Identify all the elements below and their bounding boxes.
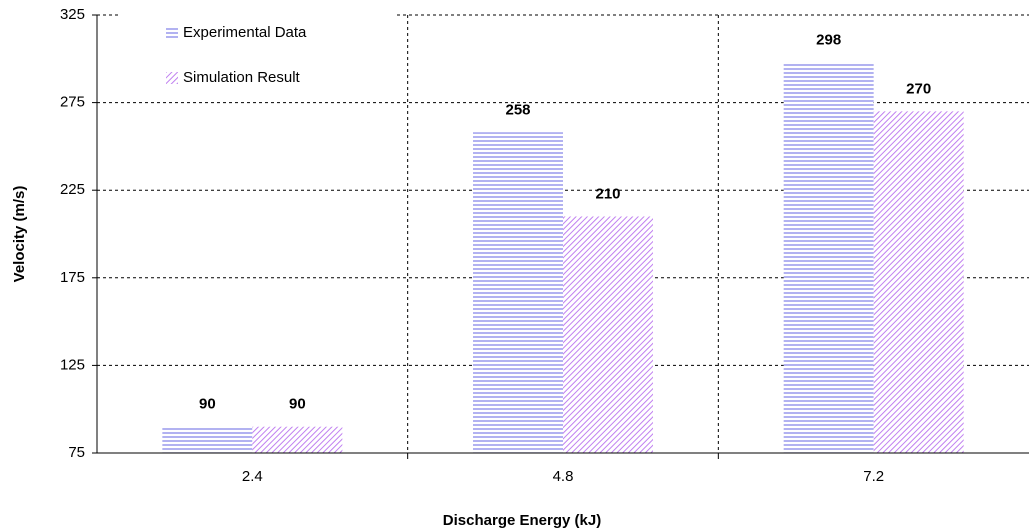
legend-box [120, 0, 395, 100]
bar [162, 426, 253, 453]
data-label: 258 [505, 101, 530, 118]
x-tick-label: 7.2 [863, 468, 884, 485]
y-tick-label: 175 [60, 269, 85, 286]
y-axis-label: Velocity (m/s) [11, 186, 28, 283]
data-label: 270 [906, 80, 931, 97]
x-axis-label: Discharge Energy (kJ) [443, 512, 601, 529]
legend-label: Simulation Result [183, 69, 301, 86]
x-tick-label: 4.8 [553, 468, 574, 485]
legend-swatch [166, 72, 178, 84]
bar [873, 111, 964, 454]
y-tick-label: 325 [60, 6, 85, 23]
data-label: 90 [289, 396, 306, 413]
bar [473, 132, 563, 453]
data-label: 210 [595, 185, 620, 202]
bar [563, 216, 653, 453]
bar [252, 426, 343, 453]
y-tick-label: 125 [60, 356, 85, 373]
legend-swatch [166, 27, 178, 39]
y-tick-label: 75 [68, 444, 85, 461]
x-tick-label: 2.4 [242, 468, 263, 485]
data-label: 298 [816, 31, 841, 48]
legend-label: Experimental Data [183, 24, 307, 41]
y-tick-label: 275 [60, 94, 85, 111]
bar [783, 62, 874, 453]
data-label: 90 [199, 396, 216, 413]
y-tick-label: 225 [60, 181, 85, 198]
